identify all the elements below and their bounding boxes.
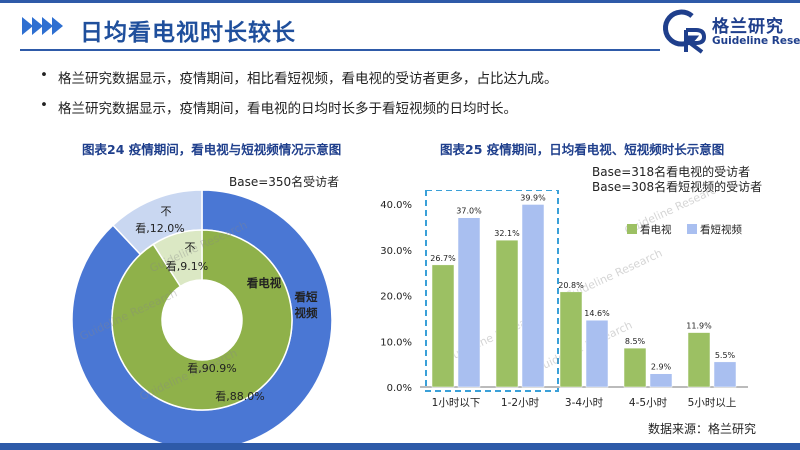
donut-chart-title: 图表24 疫情期间，看电视与短视频情况示意图 <box>82 142 342 157</box>
x-tick-label: 3-4小时 <box>565 397 604 409</box>
bar-short-video <box>585 319 609 388</box>
x-tick-label: 4-5小时 <box>629 397 668 409</box>
highlight-box <box>425 190 559 392</box>
donut-slice-inner-watch <box>111 229 293 411</box>
bar-data-label: 5.5% <box>715 351 736 360</box>
logo-cn-text: 格兰研究 <box>712 17 784 37</box>
logo-mark-icon <box>662 9 707 54</box>
bar-base-note-tv: Base=318名看电视的受访者 <box>592 165 751 179</box>
donut-label-outer-watch: 看,88.0% <box>215 389 264 403</box>
legend-label: 看短视频 <box>700 223 742 236</box>
donut-label-inner-not-watch-prefix: 不 <box>185 241 196 254</box>
bullet-dot-icon: • <box>40 67 48 83</box>
donut-label-outer-not-watch: 看,12.0% <box>135 221 184 235</box>
donut-label-inner-watch: 看,90.9% <box>187 361 236 375</box>
bar-short-video <box>521 204 545 388</box>
y-tick-label: 40.0% <box>380 200 412 211</box>
bar-data-label: 2.9% <box>651 363 672 372</box>
title-rule <box>20 49 660 51</box>
bar-data-label: 11.9% <box>686 322 712 331</box>
bar-data-label: 14.6% <box>584 309 610 318</box>
bar-base-note-video: Base=308名看短视频的受访者 <box>592 180 763 194</box>
bullet-text: 格兰研究数据显示，疫情期间，看电视的日均时长多于看短视频的日均时长。 <box>58 101 517 117</box>
legend-swatch <box>627 224 637 234</box>
bullet-dot-icon: • <box>40 97 48 113</box>
bar-chart: 0.0% 10.0% 20.0% 30.0% 40.0% Guideline Resear… <box>380 190 748 409</box>
donut-slice-inner-not-watch <box>152 229 203 288</box>
bar-data-label: 20.8% <box>558 281 584 290</box>
y-tick-label: 20.0% <box>380 292 412 303</box>
bar-data-label: 26.7% <box>430 254 456 263</box>
bar-short-video <box>713 361 737 388</box>
bar-short-video <box>649 373 673 388</box>
bar-tv <box>687 332 711 388</box>
bullet-text: 格兰研究数据显示，疫情期间，相比看短视频，看电视的受访者更多，占比达九成。 <box>58 71 558 87</box>
bar-data-label: 37.0% <box>456 207 482 216</box>
bar-data-label: 39.9% <box>520 193 546 202</box>
data-source: 数据来源：格兰研究 <box>648 422 757 436</box>
bar-chart-title: 图表25 疫情期间，日均看电视、短视频时长示意图 <box>440 142 725 157</box>
bar-tv <box>495 239 519 388</box>
donut-series-label-outer: 视频 <box>295 306 318 320</box>
y-tick-label: 0.0% <box>387 383 412 394</box>
bottom-rule <box>0 443 800 450</box>
donut-base-note: Base=350名受访者 <box>229 175 340 189</box>
logo-en-text: Guideline Research <box>712 35 800 47</box>
bar-tv <box>431 264 455 388</box>
bar-data-label: 8.5% <box>625 337 646 346</box>
chevron-decoration-icon <box>22 17 63 39</box>
donut-series-label-inner: 看电视 <box>246 276 282 290</box>
page-title: 日均看电视时长较长 <box>80 20 296 46</box>
bar-data-label: 32.1% <box>494 229 520 238</box>
x-tick-label: 5小时以上 <box>688 397 737 409</box>
y-tick-label: 10.0% <box>380 337 412 348</box>
y-tick-label: 30.0% <box>380 246 412 257</box>
bar-tv <box>559 291 583 388</box>
donut-label-outer-not-watch-prefix: 不 <box>161 205 172 218</box>
top-rule <box>0 0 800 3</box>
bar-short-video <box>457 217 481 388</box>
legend-swatch <box>687 224 697 234</box>
watermark-text: Guideline Research <box>533 319 635 376</box>
donut-series-label-outer: 看短 <box>294 290 318 304</box>
x-tick-label: 1-2小时 <box>501 397 540 409</box>
bar-tv <box>623 347 647 388</box>
legend-label: 看电视 <box>640 223 672 236</box>
logo: 格兰研究 Guideline Research <box>662 8 800 58</box>
x-tick-label: 1小时以下 <box>432 397 481 409</box>
donut-label-inner-not-watch: 看,9.1% <box>166 259 208 273</box>
